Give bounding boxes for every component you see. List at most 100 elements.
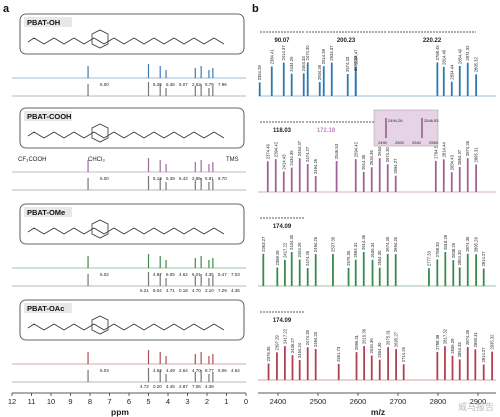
- inset-tick-label: 2540: [412, 140, 422, 145]
- integral-label: 2.62: [192, 82, 201, 87]
- ms-peak-label: 2654.30: [377, 250, 382, 266]
- ms-peak-label: 2551.73: [336, 346, 341, 362]
- integral-label: 4.70: [192, 368, 201, 373]
- ms-peak-label: 2546.53: [334, 143, 339, 159]
- label-bg: [24, 111, 72, 121]
- ms-peak-label: 2417.22: [282, 242, 287, 258]
- ms-peak-label: 2854.33: [457, 342, 462, 358]
- ms-peak-label: 2914.27: [481, 347, 486, 363]
- ms-peak-label: 2694.26: [393, 236, 398, 252]
- x-tick-label: 6: [127, 397, 131, 406]
- integral-label: 4.38: [205, 384, 214, 389]
- ms-peak-label: 2414.43: [281, 154, 286, 170]
- ms-peak-label: 2454.37: [297, 140, 302, 156]
- structure-box: [19, 299, 245, 341]
- integral-label: 5.81: [205, 176, 214, 181]
- inset-tick-label: 2550: [429, 140, 439, 145]
- ms-peak-label: 2694.27: [393, 158, 398, 174]
- x-tick-label: 2800: [430, 397, 447, 406]
- x-tick-label: 2600: [350, 397, 367, 406]
- panel-b-letter: b: [252, 3, 259, 15]
- ms-peak-label: 2798.45: [435, 45, 440, 61]
- structure-box: [19, 203, 245, 245]
- x-axis-label: ppm: [111, 407, 129, 417]
- compound-label: PBAT-COOH: [27, 112, 71, 121]
- ms-peak-label: 2854.40: [457, 48, 462, 64]
- ms-peak-label: 2417.22: [282, 328, 287, 344]
- ms-peak-label: 2574.33: [345, 56, 350, 72]
- integral-label: 6.05: [166, 272, 175, 277]
- ms-peak-label: 2614.35: [361, 154, 366, 170]
- ms-peak-label: 2854.37: [457, 149, 462, 165]
- ms-peak-label: 2376.35: [266, 346, 271, 362]
- ms-peak-label: 2874.35: [465, 329, 470, 345]
- integral-label: 5.00: [100, 82, 109, 87]
- ms-peak-label: 2354.29: [257, 65, 262, 81]
- integral-label: 6.21: [140, 288, 149, 293]
- ms-peak-label: 2454.24: [297, 342, 302, 358]
- ms-peak-label: 2834.44: [449, 64, 454, 80]
- ms-peak-label: 2634.36: [369, 338, 374, 354]
- nmr-panel: PBAT-OH5.00 5.26 5.36 5.07 2.62 5.79 7.96PBAT-…: [8, 13, 248, 417]
- ms-peak-label: 2794.51: [433, 143, 438, 159]
- x-tick-label: 2500: [310, 397, 327, 406]
- integral-label: 6.01: [192, 272, 201, 277]
- integral-label: 5.03: [100, 368, 109, 373]
- benzene-ring: [91, 29, 109, 49]
- integral-label: 8.70: [218, 176, 227, 181]
- spacing-label: 172.18: [317, 128, 336, 134]
- structure-box: [19, 107, 245, 149]
- x-tick-label: 7: [107, 397, 111, 406]
- ms-peak-label: 2614.36: [361, 234, 366, 250]
- ms-peak-label: 2534.37: [329, 45, 334, 61]
- integral-label: 4.62: [153, 368, 162, 373]
- ms-peak-label: 2615.36: [362, 328, 367, 344]
- ms-peak-label: 2777.33: [426, 250, 431, 266]
- integral-label: 4.64: [231, 368, 240, 373]
- inset-tick-label: 2490: [378, 140, 388, 145]
- integral-label: 5.06: [218, 368, 227, 373]
- ms-peak-label: 2454.26: [297, 242, 302, 258]
- integral-label: 2.86: [192, 176, 201, 181]
- solvent-label: CF₃COOH: [18, 157, 46, 163]
- ms-peak-label: 2474.27: [305, 146, 310, 162]
- integral-label: 4.70: [192, 288, 201, 293]
- ms-peak-label: 2414.37: [281, 45, 286, 61]
- x-tick-label: 2900: [470, 397, 487, 406]
- ms-peak-label: 2594.31: [353, 242, 358, 258]
- ms-peak-label: 2714.26: [401, 346, 406, 362]
- ms-peak-label: 2514.39: [321, 48, 326, 64]
- ms-peak-label: 2893.31: [473, 332, 478, 348]
- ms-peak-label: 2434.25: [289, 56, 294, 72]
- integral-label: 4.72: [140, 384, 149, 389]
- ms-peak-label: 2394.42: [273, 141, 278, 157]
- x-tick-label: 11: [28, 397, 36, 406]
- ms-peak-label: 2594.47: [353, 49, 358, 65]
- integral-label: 2.10: [205, 288, 214, 293]
- structure-box: [19, 13, 245, 55]
- integral-label: 5.36: [166, 82, 175, 87]
- ms-peak-label: 2634.35: [369, 149, 374, 165]
- ms-peak-label: 2874.35: [465, 140, 470, 156]
- ms-peak-label: 2935.32: [490, 334, 495, 350]
- integral-label: 0.20: [153, 384, 162, 389]
- ms-peak-label: 2817.32: [442, 328, 447, 344]
- ms-peak-label: 2434.35: [289, 150, 294, 166]
- ms-peak-label: 2895.32: [474, 56, 479, 72]
- integral-label: 5.79: [205, 82, 214, 87]
- ms-peak-label: 2398.28: [275, 250, 280, 266]
- spacing-label: 200.23: [337, 38, 356, 44]
- integral-label: 5.47: [218, 272, 227, 277]
- spacing-label: 174.09: [273, 224, 292, 230]
- ms-peak-label: 2854.30: [457, 250, 462, 266]
- x-tick-label: 4: [166, 397, 170, 406]
- spacing-label: 90.07: [274, 38, 290, 44]
- x-tick-label: 1: [224, 397, 228, 406]
- integral-label: 7.03: [231, 272, 240, 277]
- ms-peak-label: 2494.26: [313, 158, 318, 174]
- integral-label: 4.62: [179, 272, 188, 277]
- x-tick-label: 2400: [270, 397, 287, 406]
